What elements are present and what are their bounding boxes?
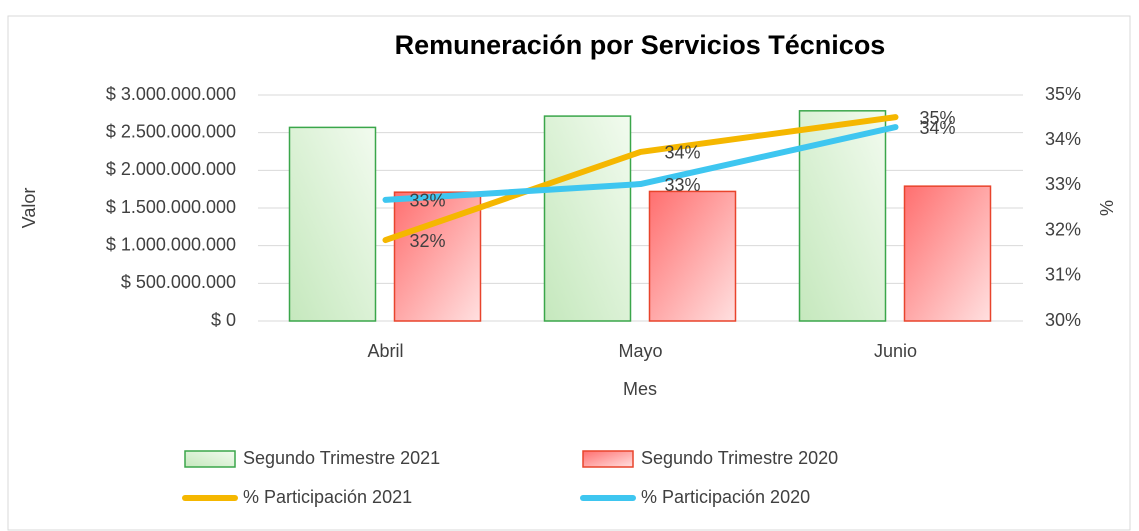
x-tick-label: Junio [874,341,917,361]
data-label: 34% [919,118,955,138]
legend-swatch [184,450,236,468]
x-tick-label: Abril [367,341,403,361]
line [382,114,899,244]
y2-tick-label: 32% [1045,219,1081,239]
y2-tick-label: 33% [1045,174,1081,194]
legend-label: Segundo Trimestre 2020 [641,448,838,468]
y2-axis-label: % [1097,200,1117,216]
x-tick-label: Mayo [618,341,662,361]
bar [903,185,992,322]
y-axis-label: Valor [19,188,39,229]
data-label: 33% [664,175,700,195]
chart-title: Remuneración por Servicios Técnicos [395,30,886,60]
y-tick-label: $ 3.000.000.000 [106,84,236,104]
legend-label: % Participación 2020 [641,487,810,507]
y-tick-label: $ 2.000.000.000 [106,159,236,179]
x-axis-label: Mes [623,379,657,399]
y-tick-label: $ 0 [211,310,236,330]
bar [288,126,377,322]
y2-tick-label: 31% [1045,265,1081,285]
y-tick-label: $ 1.000.000.000 [106,234,236,254]
y-tick-label: $ 1.500.000.000 [106,197,236,217]
y2-tick-label: 35% [1045,84,1081,104]
y2-tick-label: 34% [1045,129,1081,149]
data-label: 34% [664,143,700,163]
legend-swatch [582,450,634,468]
line [382,124,899,203]
legend-label: Segundo Trimestre 2021 [243,448,440,468]
bar [543,115,632,322]
y2-tick-label: 30% [1045,310,1081,330]
bar [798,110,887,322]
bar [648,190,737,322]
y-tick-label: $ 500.000.000 [121,272,236,292]
y-tick-label: $ 2.500.000.000 [106,121,236,141]
data-label: 35% [919,108,955,128]
data-label: 32% [409,231,445,251]
data-label: 33% [409,191,445,211]
legend-label: % Participación 2021 [243,487,412,507]
